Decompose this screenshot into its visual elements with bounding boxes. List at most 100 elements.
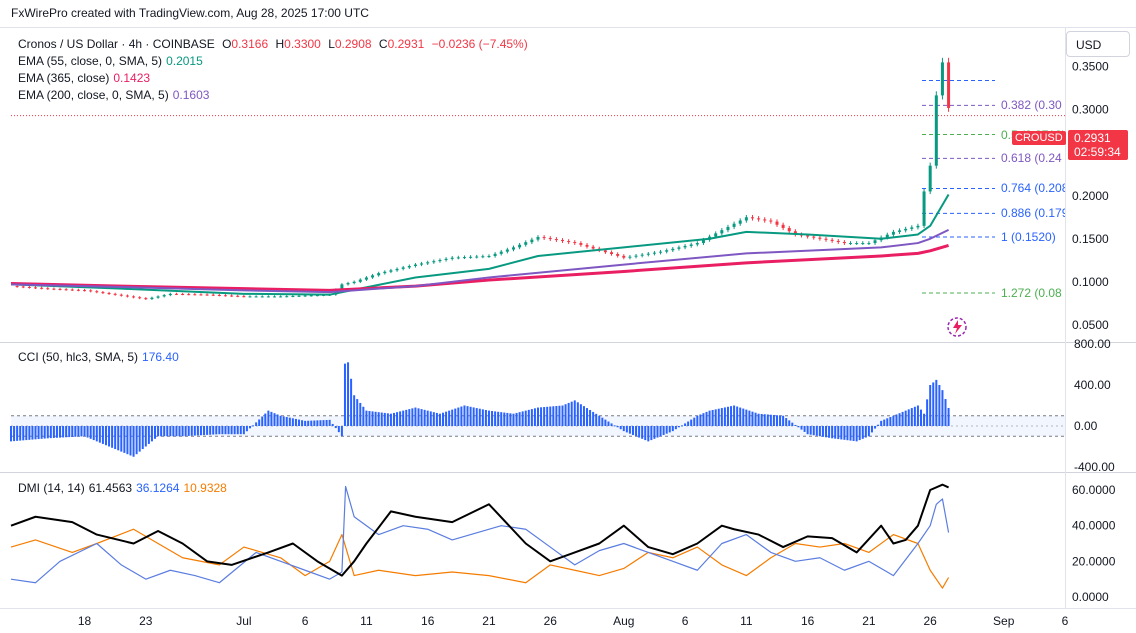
ema365-legend[interactable]: EMA (365, close) 0.1423 [18, 71, 151, 85]
cci-bar [62, 426, 65, 438]
candle-body [383, 271, 387, 274]
ema55-legend[interactable]: EMA (55, close, 0, SMA, 5) 0.2015 [18, 54, 203, 68]
candle-body [156, 296, 160, 298]
candle-body [230, 295, 234, 297]
cci-bar [864, 426, 867, 438]
cci-bar [77, 426, 80, 437]
candle-body [462, 257, 466, 259]
candle-body [842, 241, 846, 244]
candle-body [726, 226, 730, 231]
candle-body [855, 243, 859, 245]
cci-bar [313, 420, 316, 426]
candle-body [21, 286, 25, 288]
cci-bar [166, 426, 169, 437]
cci-bar [766, 414, 769, 426]
cci-bar [751, 411, 754, 426]
candle-body [628, 256, 632, 258]
cci-bar [343, 363, 346, 426]
cci-bar [610, 423, 613, 426]
candle-body [315, 295, 319, 297]
main-legend-row: Cronos / US Dollar · 4h · COINBASE O0.31… [18, 37, 528, 51]
cci-bar [941, 390, 944, 426]
candle-body [273, 296, 276, 298]
candle-body [364, 277, 368, 280]
di-plus-value: 36.1264 [136, 481, 180, 495]
ema55-value: 0.2015 [166, 54, 203, 68]
cci-bar [242, 426, 245, 435]
symbol-title[interactable]: Cronos / US Dollar · 4h · COINBASE [18, 37, 215, 51]
time-tick-label: 11 [360, 614, 373, 628]
cci-bar [595, 413, 598, 426]
cci-legend[interactable]: CCI (50, hlc3, SMA, 5) 176.40 [18, 350, 179, 364]
cci-bar [895, 414, 898, 426]
candle-body [193, 294, 197, 296]
ema200-legend[interactable]: EMA (200, close, 0, SMA, 5) 0.1603 [18, 88, 210, 102]
candle-body [732, 223, 736, 227]
cci-bar [745, 409, 748, 426]
cci-bar [472, 407, 475, 426]
fib-level-label: 0.382 (0.30 [1000, 98, 1063, 113]
cci-bar [19, 426, 22, 441]
candle-body [665, 250, 669, 252]
cci-bar [150, 426, 153, 442]
candle-body [407, 266, 411, 268]
cci-bar [561, 405, 564, 426]
candle-body [511, 247, 515, 250]
cci-bar [160, 426, 163, 437]
candle-body [236, 295, 240, 297]
fib-level-label: 1 (0.1520) [1000, 230, 1057, 245]
cci-bar [825, 426, 828, 438]
cci-bar [579, 404, 582, 426]
time-tick-label: Sep [993, 614, 1015, 628]
candle-body [677, 247, 681, 249]
candle-body [518, 244, 522, 248]
candle-body [885, 234, 889, 238]
cci-bar [429, 411, 432, 426]
candle-body [524, 242, 528, 245]
cci-bar [399, 411, 402, 426]
cci-bar [662, 426, 665, 435]
candle-body [260, 296, 264, 298]
cci-bar [650, 426, 653, 441]
time-tick-label: 16 [801, 614, 815, 628]
candle-body [652, 252, 656, 254]
candle-body [297, 295, 301, 297]
cci-bar [570, 401, 573, 426]
candle-body [567, 241, 571, 243]
currency-button[interactable]: USD [1066, 31, 1130, 57]
lightning-icon [947, 317, 967, 337]
cci-bar [782, 415, 785, 426]
cci-bar [803, 426, 806, 432]
candle-body [70, 289, 74, 291]
cci-bar [135, 426, 138, 455]
cci-bar [880, 420, 883, 426]
di-minus-value: 10.9328 [183, 481, 227, 495]
candle-body [750, 217, 754, 219]
cci-bar [938, 385, 941, 426]
cci-bar [377, 412, 380, 426]
cci-bar [491, 411, 494, 426]
cci-bar [647, 426, 650, 442]
fib-level-label: 0.618 (0.24 [1000, 151, 1063, 166]
cci-bar [552, 406, 555, 426]
cci-bar [350, 378, 353, 426]
cci-bar [371, 411, 374, 426]
fib-level-label: 0.764 (0.208 [1000, 181, 1065, 196]
cci-bar [328, 419, 331, 426]
cci-bar [181, 426, 184, 437]
cci-bar [80, 426, 83, 437]
price-tick-label: 0.0500 [1072, 318, 1109, 332]
cci-bar [248, 426, 251, 429]
cci-bar [711, 409, 714, 426]
cci-bar [901, 411, 904, 426]
cci-bar [932, 382, 935, 426]
cci-bar [55, 426, 58, 438]
cci-bar [549, 406, 552, 426]
cci-bar [169, 426, 172, 437]
cci-bar [867, 426, 870, 437]
dmi-legend[interactable]: DMI (14, 14) 61.4563 36.1264 10.9328 [18, 481, 227, 495]
cci-bar [573, 400, 576, 426]
cci-bar [576, 402, 579, 426]
cci-bar [316, 420, 319, 426]
candle-body [481, 256, 485, 258]
